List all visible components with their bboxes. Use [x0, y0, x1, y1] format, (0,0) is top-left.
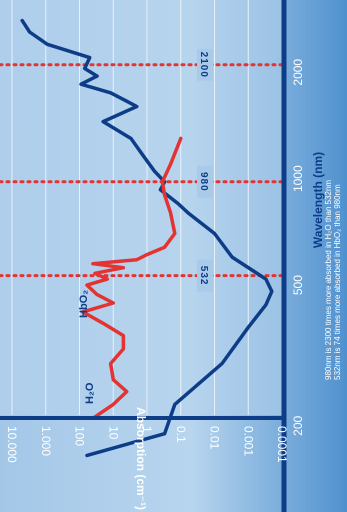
- y-tick-label-6: 0.01: [208, 426, 222, 450]
- annotation-1: 980nm is 2300 times more absorbed in H₂O…: [324, 180, 333, 380]
- annotation-2: 532nm is 74 times more absorbed in HbO₂ …: [333, 184, 342, 380]
- y-axis-label: Absorption (cm⁻¹): [134, 407, 148, 510]
- x-tick-label-0: 200: [291, 415, 305, 435]
- y-tick-label-1: 1.000: [39, 426, 53, 456]
- y-tick-label-0: 10.000: [5, 426, 19, 463]
- reference-label-980: 980: [198, 172, 209, 192]
- y-tick-label-3: 10: [106, 426, 120, 440]
- y-tick-label-8: 0.0001: [275, 426, 289, 463]
- x-tick-label-3: 2000: [291, 59, 305, 86]
- x-axis-label: Wavelength (nm): [311, 152, 325, 248]
- y-tick-label-5: 0.1: [174, 426, 188, 443]
- x-tick-label-2: 1000: [291, 165, 305, 192]
- plot-area: [0, 0, 285, 415]
- series-label-0: H₂O: [84, 382, 96, 404]
- y-tick-label-2: 100: [73, 426, 87, 446]
- reference-label-bg-2100: [197, 48, 213, 81]
- y-tick-label-4: 1: [140, 426, 154, 433]
- y-tick-label-7: 0.001: [241, 426, 255, 456]
- series-label-1: HbO₂: [78, 290, 90, 318]
- reference-label-bg-980: [197, 165, 213, 198]
- reference-label-532: 532: [198, 266, 209, 286]
- reference-label-bg-532: [197, 259, 213, 292]
- x-tick-label-1: 500: [291, 275, 305, 295]
- reference-label-2100: 2100: [198, 52, 209, 78]
